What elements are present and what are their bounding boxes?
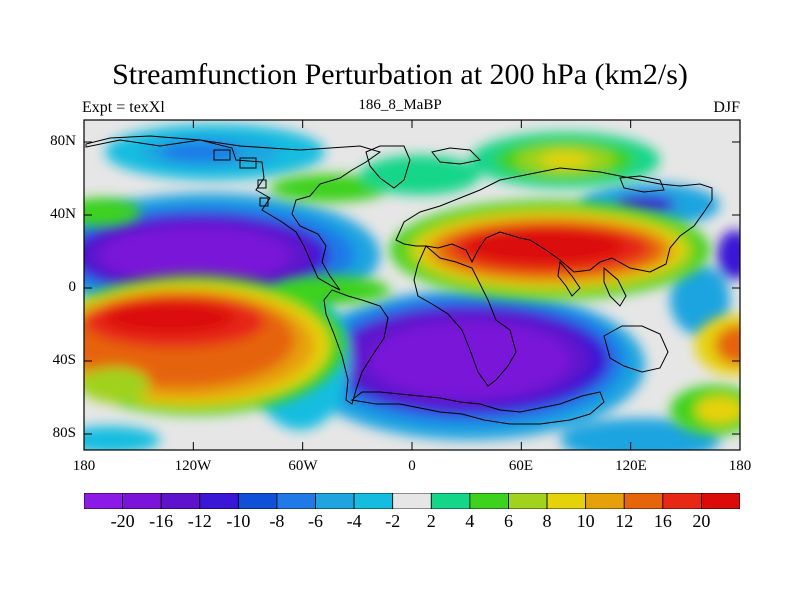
colorbar-swatch xyxy=(585,493,625,509)
colorbar-swatch xyxy=(353,493,394,509)
lon-label-0: 0 xyxy=(408,458,416,474)
colorbar-swatch xyxy=(430,493,471,509)
colorbar-swatch xyxy=(84,493,123,509)
colorbar-label: -16 xyxy=(149,511,174,531)
colorbar xyxy=(84,493,740,509)
lat-label-80s: 80S xyxy=(52,425,76,441)
colorbar-label: 8 xyxy=(542,511,552,531)
colorbar-label: 20 xyxy=(692,511,711,531)
colorbar-swatch xyxy=(237,493,278,509)
colorbar-swatch xyxy=(701,493,740,509)
lon-label-120e: 120E xyxy=(615,458,647,474)
colorbar-swatch xyxy=(662,493,702,509)
colorbar-swatch xyxy=(122,493,162,509)
colorbar-swatch xyxy=(546,493,587,509)
period-label: 186_8_MaBP xyxy=(358,97,442,113)
colorbar-swatch xyxy=(623,493,664,509)
season-label: DJF xyxy=(713,99,740,116)
colorbar-swatch xyxy=(392,493,432,509)
coastlines xyxy=(85,135,713,425)
lon-label-180w: 180 xyxy=(72,458,96,474)
lat-label-80n: 80N xyxy=(50,133,76,149)
colorbar-label: -2 xyxy=(385,511,401,531)
contour-field xyxy=(84,124,740,450)
colorbar-label: -8 xyxy=(269,511,285,531)
lat-label-40s: 40S xyxy=(52,352,76,368)
colorbar-label: -6 xyxy=(308,511,324,531)
lat-label-40n: 40N xyxy=(50,206,76,222)
colorbar-label: -20 xyxy=(110,511,135,531)
colorbar-label: 6 xyxy=(503,511,513,531)
lon-label-180e: 180 xyxy=(728,458,752,474)
colorbar-label: 12 xyxy=(615,511,634,531)
colorbar-label: 2 xyxy=(426,511,436,531)
colorbar-swatch xyxy=(315,493,355,509)
colorbar-swatch xyxy=(160,493,201,509)
colorbar-swatch xyxy=(508,493,548,509)
colorbar-label: -12 xyxy=(187,511,212,531)
lon-label-120w: 120W xyxy=(174,458,212,474)
colorbar-swatch xyxy=(469,493,509,509)
colorbar-swatch xyxy=(276,493,316,509)
experiment-label: Expt = texXl xyxy=(82,99,165,116)
lon-label-60e: 60E xyxy=(508,458,534,474)
colorbar-label: -4 xyxy=(346,511,362,531)
plot-title: Streamfunction Perturbation at 200 hPa (… xyxy=(112,58,688,91)
colorbar-label: 4 xyxy=(465,511,475,531)
colorbar-label: -10 xyxy=(226,511,251,531)
lon-label-60w: 60W xyxy=(288,458,318,474)
colorbar-label: 10 xyxy=(576,511,595,531)
colorbar-swatch xyxy=(199,493,239,509)
colorbar-label: 16 xyxy=(653,511,672,531)
lat-label-eq: 0 xyxy=(68,279,77,295)
